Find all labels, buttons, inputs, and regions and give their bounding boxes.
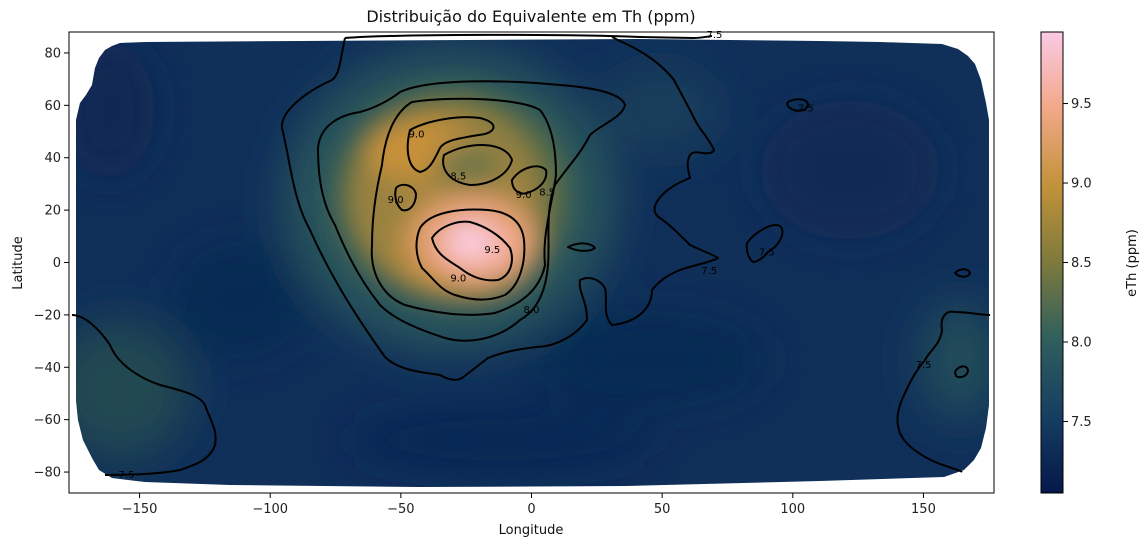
y-tick-label: 60: [44, 99, 61, 114]
y-tick-label: 80: [44, 46, 61, 61]
y-tick-label: −60: [34, 413, 61, 428]
contour-9.0-west: [394, 183, 417, 212]
x-tick-label: 100: [780, 502, 805, 517]
contour-label: 7.5: [915, 360, 931, 371]
contour-9.0-north: [406, 116, 495, 173]
contour-label: 8.5: [450, 172, 466, 183]
x-axis: −150 −100 −50 0 50 100 150: [122, 493, 936, 517]
contour-7.5-island-east: [567, 242, 596, 252]
contour-label: 8.0: [524, 305, 540, 316]
contour-7.5-southwest: [71, 314, 217, 476]
contour-label: 9.0: [516, 190, 532, 201]
contour-7.5-small-ring-se: [954, 365, 969, 379]
y-tick-label: 0: [53, 256, 61, 271]
colorbar-tick-label: 8.5: [1071, 256, 1092, 271]
contour-label: 7.5: [119, 470, 135, 481]
contour-7.5-east-arc: [745, 224, 784, 263]
contour-label: 7.5: [701, 266, 717, 277]
contour-label: 7.5: [798, 103, 814, 114]
contour-label: 7.5: [706, 30, 722, 41]
x-axis-label: Longitude: [499, 523, 564, 538]
contour-9.0-east: [511, 165, 548, 195]
contour-8.5: [370, 97, 557, 316]
contour-label: 8.5: [539, 187, 555, 198]
y-axis: −80 −60 −40 −20 0 20 40 60 80: [34, 46, 69, 481]
x-tick-label: 0: [527, 502, 535, 517]
contour-label: 9.0: [450, 274, 466, 285]
y-tick-label: −80: [34, 466, 61, 481]
contour-9.0-main: [415, 208, 526, 301]
y-tick-label: −20: [34, 308, 61, 323]
colorbar-tick-label: 7.5: [1071, 415, 1092, 430]
y-axis-label: Latitude: [11, 236, 26, 290]
x-tick-label: −50: [387, 502, 414, 517]
y-tick-label: −40: [34, 361, 61, 376]
x-tick-label: 150: [911, 502, 936, 517]
contour-7.5-small-island-ne: [786, 98, 809, 112]
heatmap-field: [76, 39, 989, 487]
colorbar-gradient: [1040, 31, 1064, 494]
contour-7.5-southeast: [896, 310, 991, 473]
contour-7.5-north-region: [280, 33, 719, 381]
chart-title: Distribuição do Equivalente em Th (ppm): [366, 7, 695, 26]
contour-labels: 7.5 7.5 7.5 7.5 7.5 7.5 8.0 8.5 8.5 9.0 9.0 9.0 9.0 9…: [119, 30, 932, 481]
contour-label: 9.0: [409, 130, 425, 141]
colorbar-tick-label: 9.0: [1071, 177, 1092, 192]
y-tick-label: 40: [44, 151, 61, 166]
x-tick-label: −150: [122, 502, 158, 517]
x-tick-label: −100: [252, 502, 288, 517]
contour-7.5-small-loop-se: [954, 268, 971, 278]
colorbar-tick-label: 8.0: [1071, 335, 1092, 350]
contour-9.5: [431, 220, 513, 282]
contour-label: 9.5: [484, 245, 500, 256]
y-tick-label: 20: [44, 204, 61, 219]
colorbar-label: eTh (ppm): [1125, 229, 1140, 297]
contour-label: 9.0: [388, 195, 404, 206]
contour-label: 7.5: [759, 248, 775, 259]
colorbar-tick-label: 9.5: [1071, 97, 1092, 112]
contour-lines: [71, 33, 991, 476]
colorbar: 7.5 8.0 8.5 9.0 9.5 eTh (ppm): [1040, 31, 1140, 494]
x-tick-label: 50: [654, 502, 671, 517]
contour-8.0: [317, 80, 626, 342]
colorbar-ticks: 7.5 8.0 8.5 9.0 9.5: [1063, 97, 1092, 430]
